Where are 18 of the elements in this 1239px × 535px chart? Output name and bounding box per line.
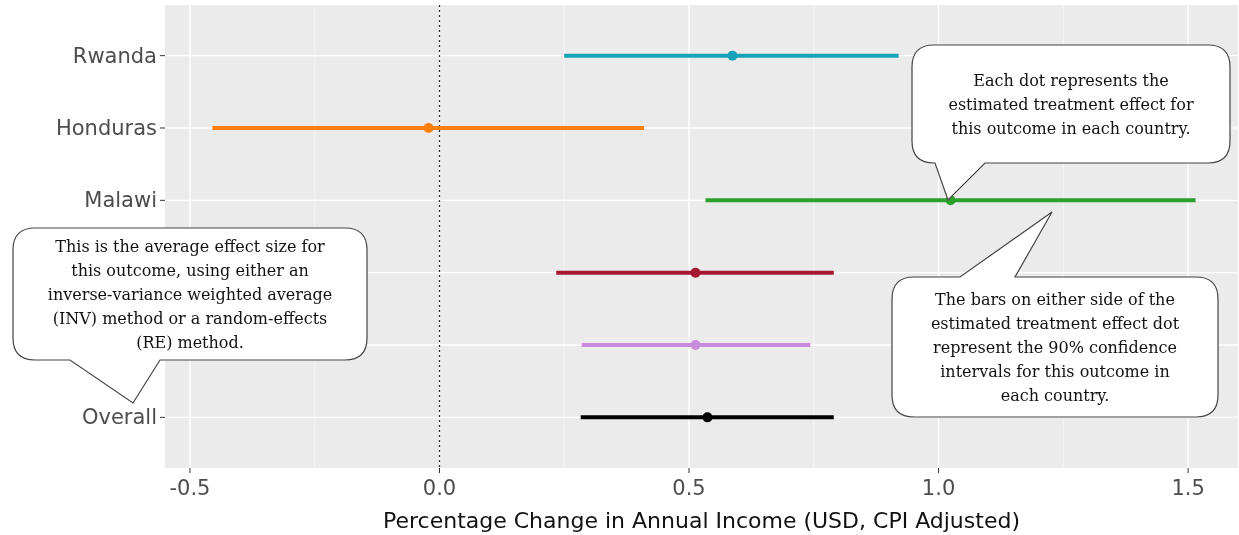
x-tick-label: -0.5 <box>169 476 211 500</box>
annotation: The bars on either side of the estimated treatment effect dot represent the 90% confidence intervals for this outcome in each country. <box>930 290 1180 405</box>
x-axis-title: Percentage Change in Annual Income (USD, CPI Adjusted) <box>383 508 1020 533</box>
point <box>423 122 434 133</box>
annotation: This is the average effect size for this outcome, using either an inverse-variance weighted average (INV) method or a random-effects (RE) method. <box>47 237 333 352</box>
x-tick-label: 1.5 <box>1171 476 1205 500</box>
y-tick-label: Honduras <box>55 115 157 140</box>
y-tick-label: Overall <box>81 405 157 430</box>
annotation: Each dot represents the estimated treatment effect for this outcome in each country. <box>948 71 1194 138</box>
point <box>727 50 738 61</box>
y-tick-label: Malawi <box>84 188 157 213</box>
x-tick-label: 0.5 <box>672 476 706 500</box>
x-tick-label: 0.0 <box>422 476 457 500</box>
x-tick-label: 1.0 <box>921 476 956 500</box>
point <box>690 340 701 351</box>
point <box>702 412 713 423</box>
point <box>690 267 701 278</box>
y-tick-label: Rwanda <box>72 43 157 68</box>
